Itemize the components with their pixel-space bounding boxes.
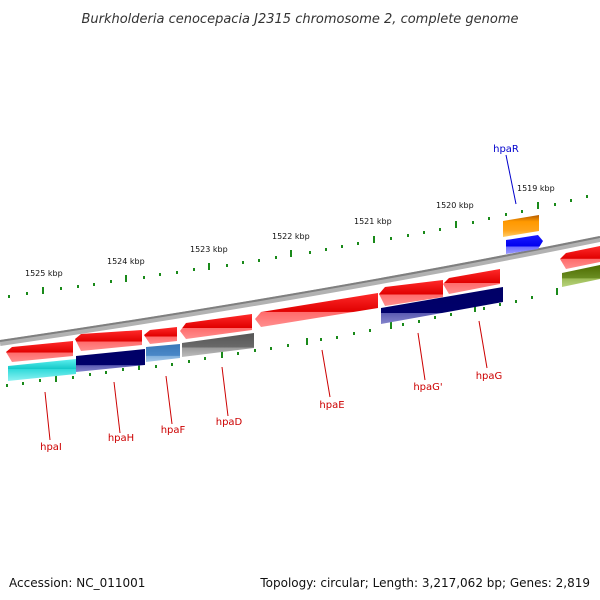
tick-label-1520: 1520 kbp xyxy=(436,201,474,210)
chromosome-backbone-highlight xyxy=(0,236,600,342)
tick-label-1525: 1525 kbp xyxy=(25,269,63,278)
gene-navy-block-left[interactable] xyxy=(76,349,145,372)
leader-hpaGprime xyxy=(417,332,426,381)
gene-label-hpaE[interactable]: hpaE xyxy=(319,400,344,411)
leader-hpaF xyxy=(165,375,173,425)
gene-label-hpaR[interactable]: hpaR xyxy=(493,144,519,155)
gene-hpaD-arrow[interactable] xyxy=(180,314,252,339)
gene-gray-block[interactable] xyxy=(182,333,254,357)
gene-edge-arrow[interactable] xyxy=(560,246,600,269)
gene-hpaF-arrow[interactable] xyxy=(144,327,177,344)
gene-label-hpaG[interactable]: hpaG xyxy=(476,371,503,382)
chromosome-backbone xyxy=(0,236,600,346)
gene-steel-block[interactable] xyxy=(146,344,180,362)
map-title: Burkholderia cenocepacia J2315 chromosom… xyxy=(81,12,518,27)
tick-label-1521: 1521 kbp xyxy=(354,217,392,226)
leader-hpaR xyxy=(505,154,517,205)
gene-hpaE-arrow[interactable] xyxy=(255,293,378,327)
gene-cyan-block[interactable] xyxy=(8,359,76,381)
gene-label-hpaGprime[interactable]: hpaG' xyxy=(413,382,442,393)
leader-hpaI xyxy=(44,391,51,441)
reverse-tick-marks xyxy=(6,288,558,387)
gene-label-hpaD[interactable]: hpaD xyxy=(216,417,243,428)
leader-hpaG xyxy=(478,320,488,369)
gene-label-hpaI[interactable]: hpaI xyxy=(40,442,62,453)
tick-label-1519: 1519 kbp xyxy=(517,184,555,193)
reverse-gene-track xyxy=(8,265,600,381)
accession-text: Accession: NC_011001 xyxy=(9,576,145,590)
gene-hpaI-arrow[interactable] xyxy=(6,341,73,362)
gene-labels: hpaI hpaH hpaF hpaD hpaE hpaG' hpaG hpaR xyxy=(40,144,519,453)
tick-label-1524: 1524 kbp xyxy=(107,257,145,266)
gene-olive-block[interactable] xyxy=(562,265,600,287)
gene-hpaR-feature[interactable] xyxy=(503,215,539,237)
tick-label-1522: 1522 kbp xyxy=(272,232,310,241)
gene-hpaH-arrow[interactable] xyxy=(75,330,142,351)
genome-summary-text: Topology: circular; Length: 3,217,062 bp… xyxy=(259,576,590,590)
leader-hpaE xyxy=(321,349,331,398)
gene-navy-block-right[interactable] xyxy=(381,287,503,324)
gene-label-hpaF[interactable]: hpaF xyxy=(161,425,186,436)
forward-gene-track xyxy=(6,215,600,362)
leader-hpaH xyxy=(113,381,121,434)
gene-hpaG-arrow[interactable] xyxy=(443,269,500,294)
leader-hpaD xyxy=(221,366,229,417)
gene-label-hpaH[interactable]: hpaH xyxy=(108,433,134,444)
forward-tick-marks xyxy=(8,195,588,298)
tick-label-1523: 1523 kbp xyxy=(190,245,228,254)
gene-hpaR-arrow[interactable] xyxy=(506,235,543,254)
forward-tick-track: 1525 kbp 1524 kbp 1523 kbp 1522 kbp 1521… xyxy=(8,184,588,298)
gene-hpaGprime-arrow[interactable] xyxy=(379,280,443,306)
gene-label-leaders xyxy=(44,154,517,441)
